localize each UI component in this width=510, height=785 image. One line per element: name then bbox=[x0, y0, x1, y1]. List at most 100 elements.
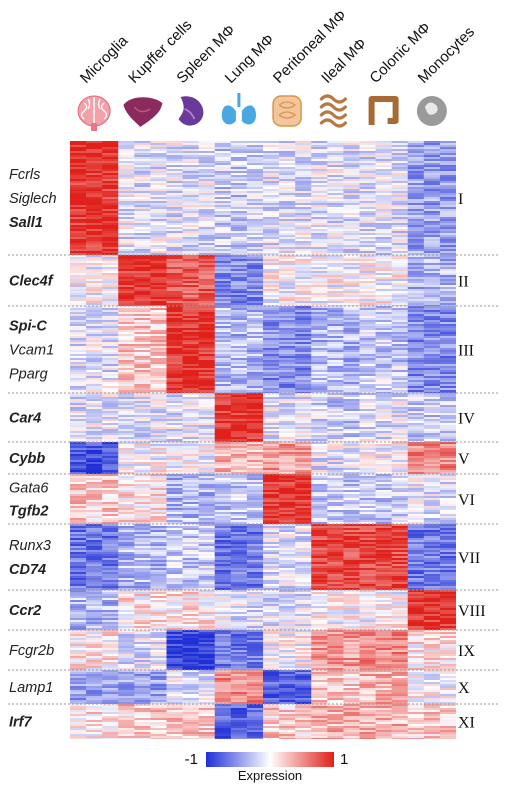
heatmap-cell bbox=[407, 306, 456, 395]
cluster-label: III bbox=[458, 343, 474, 360]
heatmap-cell bbox=[359, 590, 409, 631]
heatmap-cell bbox=[166, 393, 216, 444]
heatmap-cell bbox=[118, 704, 167, 739]
gene-label: Irf7 bbox=[9, 715, 33, 731]
heatmap-cell bbox=[407, 393, 456, 444]
heatmap-cell bbox=[70, 630, 119, 671]
colorbar-gradient bbox=[206, 752, 334, 767]
heatmap-cell bbox=[359, 141, 409, 256]
heatmap-cell bbox=[70, 255, 119, 308]
heatmap-cell bbox=[70, 141, 119, 256]
heatmap-cell bbox=[263, 306, 312, 395]
cluster-label: XI bbox=[458, 715, 475, 732]
heatmap-cell bbox=[359, 306, 409, 395]
heatmap-cell bbox=[166, 524, 216, 591]
cluster-label: IX bbox=[458, 643, 475, 660]
heatmap-cell bbox=[214, 590, 264, 631]
cluster-block-IV bbox=[70, 393, 456, 444]
heatmap-cell bbox=[166, 704, 216, 739]
gene-label: Vcam1 bbox=[9, 343, 54, 359]
heatmap-cell bbox=[407, 442, 456, 475]
heatmap-cell bbox=[407, 524, 456, 591]
cluster-label: VI bbox=[458, 492, 475, 509]
cluster-block-VII bbox=[70, 524, 456, 591]
heatmap-cell bbox=[311, 393, 360, 444]
heatmap-cell bbox=[359, 474, 409, 525]
cluster-block-XI bbox=[70, 704, 456, 739]
heatmap-cell bbox=[70, 442, 119, 475]
lung-icon bbox=[221, 93, 256, 125]
heatmap-cell bbox=[166, 630, 216, 671]
heatmap-cell bbox=[70, 590, 119, 631]
heatmap-cell bbox=[263, 474, 312, 525]
heatmap-cell bbox=[214, 670, 264, 705]
heatmap-cell bbox=[166, 474, 216, 525]
heatmap-cell bbox=[214, 141, 264, 256]
heatmap-cell bbox=[263, 255, 312, 308]
heatmap-cell bbox=[359, 670, 409, 705]
heatmap-cell bbox=[166, 670, 216, 705]
heatmap-cell bbox=[263, 442, 312, 475]
cluster-label: IV bbox=[458, 411, 475, 428]
heatmap-cell bbox=[166, 590, 216, 631]
heatmap-cell bbox=[70, 393, 119, 444]
colon-icon bbox=[368, 96, 399, 125]
heatmap-cell bbox=[70, 704, 119, 739]
heatmap-cell bbox=[118, 524, 167, 591]
cluster-block-I bbox=[70, 141, 456, 256]
gene-label: Sall1 bbox=[9, 215, 43, 231]
heatmap-cell bbox=[70, 670, 119, 705]
column-label: Ileal MΦ bbox=[318, 35, 370, 87]
cluster-label: VII bbox=[458, 550, 480, 567]
spleen-icon bbox=[178, 96, 204, 126]
gene-label: Fcrls bbox=[9, 167, 40, 183]
heatmap-cell bbox=[166, 141, 216, 256]
heatmap-cell bbox=[214, 255, 264, 308]
column-label: Microglia bbox=[77, 32, 132, 87]
heatmap-cell bbox=[407, 474, 456, 525]
heatmap-cell bbox=[118, 590, 167, 631]
heatmap-cell bbox=[118, 306, 167, 395]
heatmap-cell bbox=[359, 524, 409, 591]
heatmap-cell bbox=[118, 442, 167, 475]
cluster-label: V bbox=[458, 451, 470, 468]
cluster-label: X bbox=[458, 680, 470, 697]
heatmap-cell bbox=[70, 306, 119, 395]
heatmap-cell bbox=[118, 630, 167, 671]
cluster-block-X bbox=[70, 670, 456, 705]
heatmap-cell bbox=[118, 474, 167, 525]
heatmap-cell bbox=[407, 630, 456, 671]
liver-icon bbox=[123, 97, 163, 127]
heatmap-cells bbox=[70, 141, 456, 739]
gene-label: Gata6 bbox=[9, 481, 49, 497]
heatmap-cell bbox=[118, 255, 167, 308]
heatmap-cell bbox=[311, 306, 360, 395]
heatmap-cell bbox=[166, 306, 216, 395]
gene-label: Lamp1 bbox=[9, 680, 53, 696]
gene-label: Pparg bbox=[9, 367, 48, 383]
gene-label: CD74 bbox=[9, 562, 46, 578]
monocyte-icon bbox=[416, 96, 447, 126]
cluster-block-V bbox=[70, 442, 456, 475]
cluster-block-II bbox=[70, 255, 456, 308]
heatmap-cell bbox=[311, 670, 360, 705]
heatmap-cell bbox=[118, 141, 167, 256]
heatmap-cell bbox=[359, 630, 409, 671]
heatmap-cell bbox=[311, 524, 360, 591]
peritoneum-icon bbox=[272, 95, 302, 127]
gene-label: Ccr2 bbox=[9, 603, 41, 619]
gene-label: Cybb bbox=[9, 451, 45, 467]
colorbar-max-label: 1 bbox=[340, 751, 348, 768]
gene-label: Siglech bbox=[9, 191, 57, 207]
heatmap-cell bbox=[166, 255, 216, 308]
heatmap-cell bbox=[214, 524, 264, 591]
brain-icon bbox=[77, 95, 111, 131]
gene-label: Car4 bbox=[9, 411, 41, 427]
cluster-block-VIII bbox=[70, 590, 456, 631]
heatmap-cell bbox=[407, 255, 456, 308]
gene-label: Clec4f bbox=[9, 274, 55, 290]
heatmap-cell bbox=[263, 524, 312, 591]
heatmap-cell bbox=[311, 442, 360, 475]
